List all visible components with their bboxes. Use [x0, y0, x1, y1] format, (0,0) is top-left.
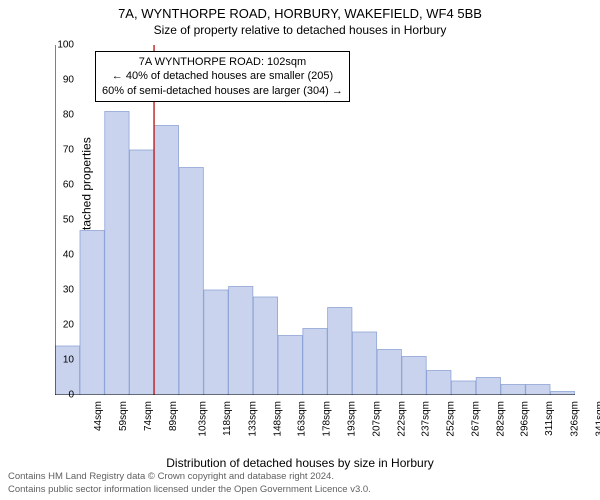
- histogram-bar: [501, 385, 525, 396]
- xtick-label: 237sqm: [421, 401, 432, 437]
- xtick-label: 207sqm: [371, 401, 382, 437]
- xtick-label: 282sqm: [495, 401, 506, 437]
- xtick-label: 178sqm: [322, 401, 333, 437]
- xtick-label: 103sqm: [198, 401, 209, 437]
- histogram-bar: [352, 332, 376, 395]
- annotation-line3: 60% of semi-detached houses are larger (…: [102, 84, 343, 98]
- ytick-label: 40: [49, 250, 74, 261]
- xtick-label: 59sqm: [118, 401, 129, 431]
- page-subtitle: Size of property relative to detached ho…: [0, 21, 600, 37]
- ytick-label: 70: [49, 145, 74, 156]
- ytick-label: 50: [49, 215, 74, 226]
- ytick-label: 60: [49, 180, 74, 191]
- histogram-bar: [303, 329, 327, 396]
- histogram-bar: [204, 290, 228, 395]
- xtick-label: 296sqm: [520, 401, 531, 437]
- xtick-label: 163sqm: [297, 401, 308, 437]
- xtick-label: 326sqm: [569, 401, 580, 437]
- chart-area: 7A WYNTHORPE ROAD: 102sqm ← 40% of detac…: [55, 45, 575, 395]
- xtick-label: 44sqm: [93, 401, 104, 431]
- histogram-bar: [253, 297, 277, 395]
- x-axis-label: Distribution of detached houses by size …: [0, 456, 600, 470]
- histogram-bar: [328, 308, 352, 396]
- histogram-bar: [154, 126, 178, 396]
- ytick-label: 90: [49, 75, 74, 86]
- xtick-label: 118sqm: [222, 401, 233, 436]
- histogram-bar: [229, 287, 253, 396]
- annotation-line2: ← 40% of detached houses are smaller (20…: [102, 69, 343, 83]
- xtick-label: 222sqm: [396, 401, 407, 437]
- histogram-bar: [550, 392, 574, 396]
- ytick-label: 100: [49, 40, 74, 51]
- histogram-bar: [451, 381, 475, 395]
- ytick-label: 30: [49, 285, 74, 296]
- annotation-line1: 7A WYNTHORPE ROAD: 102sqm: [102, 55, 343, 69]
- xtick-label: 193sqm: [347, 401, 358, 437]
- histogram-bar: [278, 336, 302, 396]
- footer-line1: Contains HM Land Registry data © Crown c…: [8, 471, 371, 483]
- histogram-bar: [427, 371, 451, 396]
- histogram-bar: [526, 385, 550, 396]
- ytick-label: 20: [49, 320, 74, 331]
- xtick-label: 148sqm: [272, 401, 283, 437]
- histogram-bar: [179, 168, 203, 396]
- page-title: 7A, WYNTHORPE ROAD, HORBURY, WAKEFIELD, …: [0, 0, 600, 21]
- histogram-bar: [55, 346, 79, 395]
- ytick-label: 10: [49, 355, 74, 366]
- xtick-label: 311sqm: [544, 401, 555, 436]
- annotation-box: 7A WYNTHORPE ROAD: 102sqm ← 40% of detac…: [95, 51, 350, 102]
- histogram-bar: [130, 150, 154, 395]
- xtick-label: 133sqm: [248, 401, 259, 437]
- xtick-label: 89sqm: [168, 401, 179, 431]
- histogram-bar: [377, 350, 401, 396]
- footer: Contains HM Land Registry data © Crown c…: [8, 471, 371, 496]
- histogram-bar: [80, 231, 104, 396]
- xtick-label: 267sqm: [470, 401, 481, 437]
- xtick-label: 341sqm: [594, 401, 600, 437]
- xtick-label: 252sqm: [446, 401, 457, 437]
- ytick-label: 80: [49, 110, 74, 121]
- xtick-label: 74sqm: [143, 401, 154, 431]
- histogram-bar: [476, 378, 500, 396]
- ytick-label: 0: [49, 390, 74, 401]
- histogram-bar: [105, 112, 129, 396]
- histogram-bar: [402, 357, 426, 396]
- footer-line2: Contains public sector information licen…: [8, 484, 371, 496]
